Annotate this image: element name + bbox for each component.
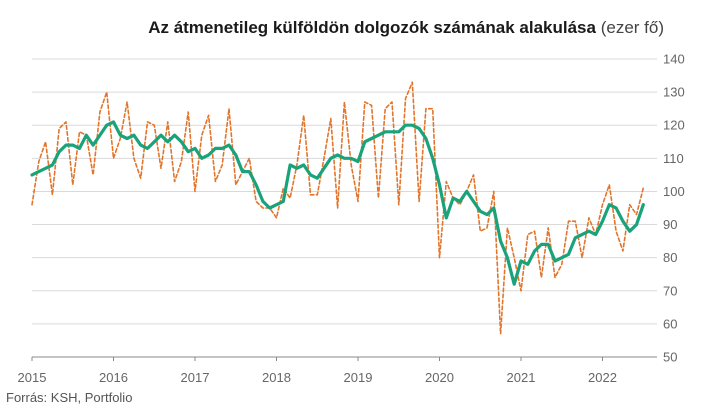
y-tick-label: 110 (663, 151, 684, 166)
x-tick-label: 2022 (588, 370, 617, 385)
x-tick-label: 2021 (507, 370, 536, 385)
x-tick-label: 2016 (99, 370, 128, 385)
y-tick-label: 90 (663, 217, 677, 232)
y-tick-label: 80 (663, 250, 677, 265)
y-tick-label: 60 (663, 316, 677, 331)
source-note: Forrás: KSH, Portfolio (6, 390, 133, 405)
x-tick-label: 2017 (181, 370, 210, 385)
x-tick-label: 2019 (344, 370, 373, 385)
chart-title-main: Az átmenetileg külföldön dolgozók számán… (148, 18, 596, 37)
y-tick-label: 50 (663, 350, 677, 365)
y-tick-label: 140 (663, 52, 685, 67)
chart-title-unit: (ezer fő) (600, 18, 664, 37)
x-tick-label: 2015 (18, 370, 47, 385)
series-trend-line (30, 120, 645, 286)
y-tick-label: 120 (663, 118, 685, 133)
y-axis-ticks: 50 60 70 80 90 100 110 120 130 140 (663, 52, 685, 365)
y-tick-label: 70 (663, 283, 677, 298)
x-tick-label: 2020 (425, 370, 454, 385)
chart-title: Az átmenetileg külföldön dolgozók számán… (148, 18, 664, 38)
y-tick-label: 130 (663, 85, 685, 100)
y-tick-label: 100 (663, 184, 685, 199)
series-layer (30, 81, 645, 335)
series-monthly-line (31, 81, 645, 335)
x-axis-ticks: 2015 2016 2017 2018 2019 2020 2021 2022 (18, 357, 617, 385)
x-tick-label: 2018 (262, 370, 291, 385)
